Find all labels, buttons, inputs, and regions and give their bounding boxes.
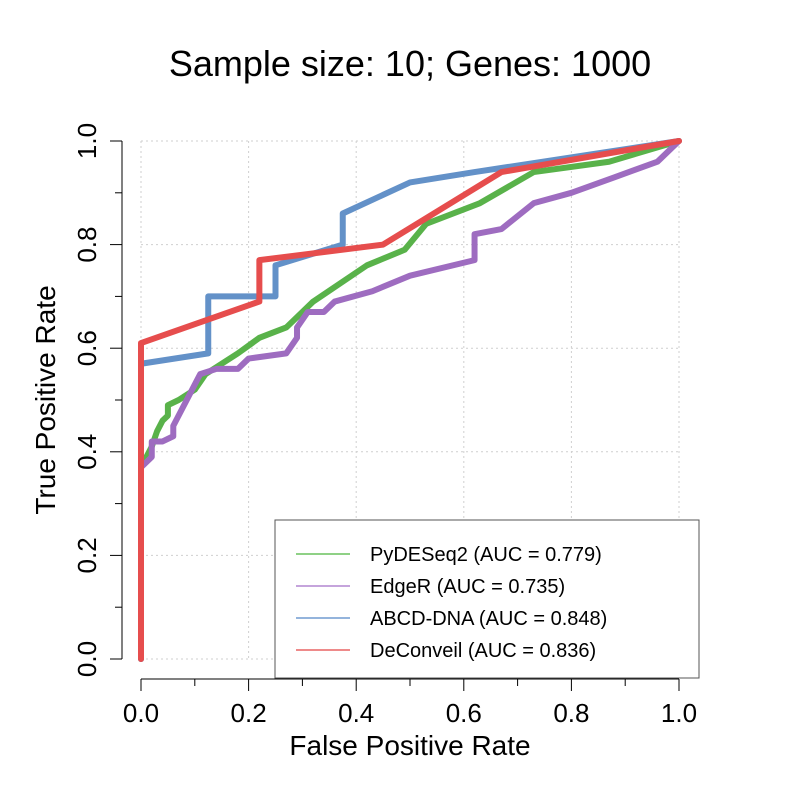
chart-title: Sample size: 10; Genes: 1000 bbox=[169, 43, 651, 84]
y-tick-label: 0.8 bbox=[72, 227, 102, 263]
legend-label: DeConveil (AUC = 0.836) bbox=[370, 640, 596, 662]
legend-label: ABCD-DNA (AUC = 0.848) bbox=[370, 608, 607, 630]
x-tick-label: 0.6 bbox=[446, 698, 482, 728]
series-layer bbox=[138, 138, 682, 662]
series-line-4 bbox=[138, 138, 682, 662]
legend: PyDESeq2 (AUC = 0.779) EdgeR (AUC = 0.735… bbox=[274, 519, 700, 679]
y-tick-label: 0.0 bbox=[72, 641, 102, 677]
x-tick-label: 0.4 bbox=[338, 698, 374, 728]
series-line-2 bbox=[138, 138, 682, 662]
x-tick-label: 0.0 bbox=[123, 698, 159, 728]
x-tick-label: 0.2 bbox=[231, 698, 267, 728]
series-line-1 bbox=[138, 138, 682, 662]
legend-label: PyDESeq2 (AUC = 0.779) bbox=[370, 544, 602, 566]
legend-box bbox=[274, 519, 700, 679]
series-line-3 bbox=[138, 138, 682, 662]
y-axis-label: True Positive Rate bbox=[30, 285, 61, 514]
x-tick-label: 0.8 bbox=[553, 698, 589, 728]
axes: 0.0 0.2 0.4 0.6 0.8 1.0 0.0 0.2 0.4 0.6 0.8 1.0 bbox=[72, 123, 697, 728]
y-tick-label: 0.2 bbox=[72, 537, 102, 573]
x-tick-label: 1.0 bbox=[661, 698, 697, 728]
legend-label: EdgeR (AUC = 0.735) bbox=[370, 576, 565, 598]
x-axis-label: False Positive Rate bbox=[289, 730, 530, 761]
y-tick-label: 1.0 bbox=[72, 123, 102, 159]
y-tick-label: 0.6 bbox=[72, 330, 102, 366]
y-tick-label: 0.4 bbox=[72, 434, 102, 470]
